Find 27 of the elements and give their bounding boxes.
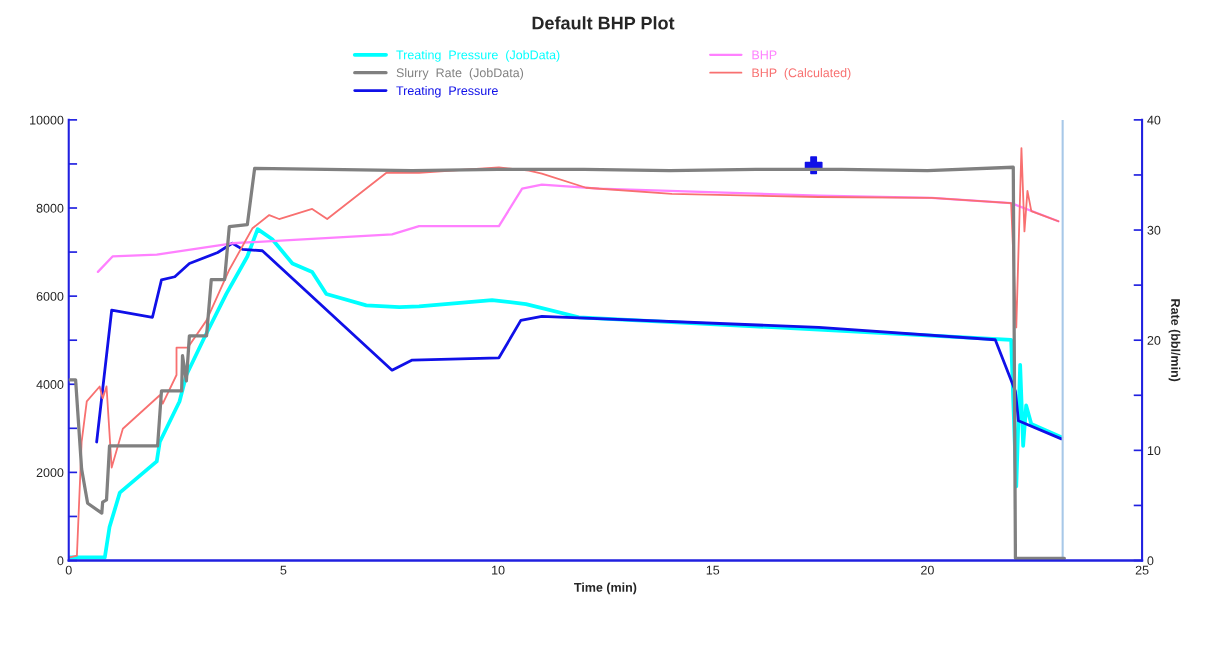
x-tick-label: 10: [492, 565, 505, 575]
chart-title: Default BHP Plot: [532, 16, 675, 30]
y2-axis-title: Rate (bbl/min): [1168, 299, 1181, 382]
y-tick-label: 0: [57, 556, 64, 566]
x-tick-label: 20: [921, 565, 934, 575]
y-tick-label: 10000: [30, 115, 64, 125]
y-tick-label: 4000: [36, 380, 64, 389]
y-tick-label: 8000: [36, 203, 64, 213]
x-tick-label: 25: [1135, 565, 1149, 575]
line-series: [96, 183, 1060, 274]
legend-label: BHP (Calculated): [752, 68, 851, 80]
legend-label: Treating Pressure: [396, 85, 498, 98]
x-tick-label: 5: [280, 565, 287, 575]
legend-label: BHP: [752, 50, 777, 60]
x-tick-label: 0: [65, 565, 72, 575]
y2-tick-label: 20: [1147, 336, 1161, 345]
y2-tick-label: 0: [1147, 556, 1154, 566]
y2-tick-label: 30: [1147, 225, 1161, 235]
legend-label: Treating Pressure (JobData): [396, 50, 560, 62]
y2-tick-label: 40: [1147, 115, 1161, 125]
line-series: [95, 241, 1063, 444]
x-tick-label: 15: [706, 565, 720, 575]
x-axis-title: Time (min): [574, 582, 637, 595]
y2-tick-label: 10: [1147, 446, 1161, 456]
legend-label: Slurry Rate (JobData): [396, 68, 524, 80]
y-tick-label: 2000: [36, 468, 64, 478]
y-tick-label: 6000: [36, 291, 64, 301]
